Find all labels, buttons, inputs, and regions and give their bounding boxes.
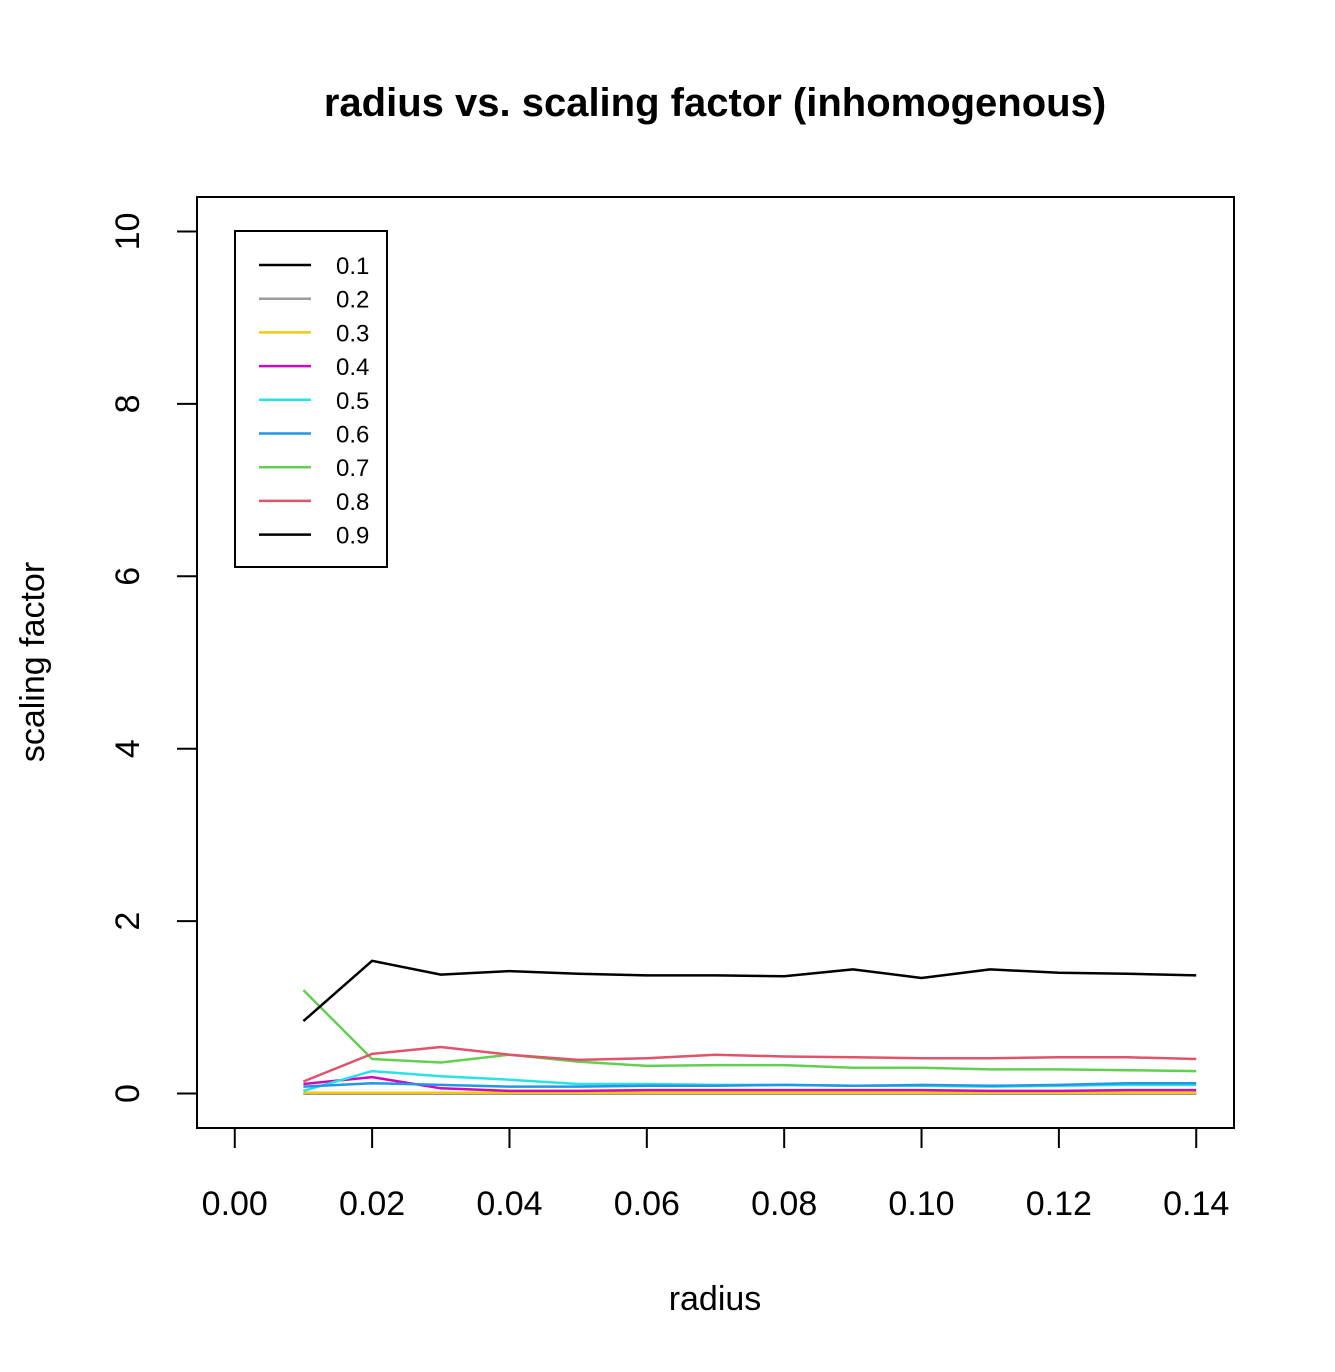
y-tick-label: 6 [109, 567, 147, 586]
series-line-0.9 [302, 959, 1197, 1023]
legend-label: 0.2 [336, 287, 369, 314]
series-line-0.7 [302, 989, 1197, 1073]
y-tick-label: 0 [109, 1084, 147, 1103]
legend-label: 0.3 [336, 320, 369, 347]
legend-label: 0.1 [336, 253, 369, 280]
legend-label: 0.4 [336, 354, 369, 381]
legend-label: 0.5 [336, 388, 369, 415]
legend-label: 0.7 [336, 455, 369, 482]
series-line-0.4 [303, 1075, 1197, 1093]
y-tick-label: 4 [109, 739, 147, 758]
x-tick-label: 0.04 [476, 1185, 542, 1223]
x-tick-label: 0.10 [888, 1185, 954, 1223]
x-tick-label: 0.12 [1026, 1185, 1092, 1223]
y-tick-label: 8 [109, 394, 147, 413]
x-tick-label: 0.00 [202, 1185, 268, 1223]
x-axis-label: radius [669, 1280, 762, 1318]
y-tick-label: 10 [109, 213, 147, 251]
series-line-0.6 [303, 1081, 1197, 1088]
x-axis: 0.00 0.02 0.04 0.06 0.08 0.10 0.12 0.14 [202, 1127, 1229, 1223]
x-tick-label: 0.14 [1163, 1185, 1229, 1223]
y-axis: 0 2 4 6 8 10 [109, 213, 198, 1103]
chart-title: radius vs. scaling factor (inhomogenous) [324, 81, 1106, 125]
legend-label: 0.9 [336, 523, 369, 550]
y-tick-label: 2 [109, 912, 147, 931]
x-tick-label: 0.06 [614, 1185, 680, 1223]
x-tick-label: 0.02 [339, 1185, 405, 1223]
series-lines [302, 959, 1197, 1095]
legend: 0.1 0.2 0.3 0.4 0.5 0.6 0.7 0.8 0.9 [234, 230, 388, 568]
legend-label: 0.6 [336, 422, 369, 449]
y-axis-label: scaling factor [14, 562, 52, 762]
series-line-0.8 [302, 1045, 1197, 1083]
legend-label: 0.8 [336, 489, 369, 516]
x-tick-label: 0.08 [751, 1185, 817, 1223]
